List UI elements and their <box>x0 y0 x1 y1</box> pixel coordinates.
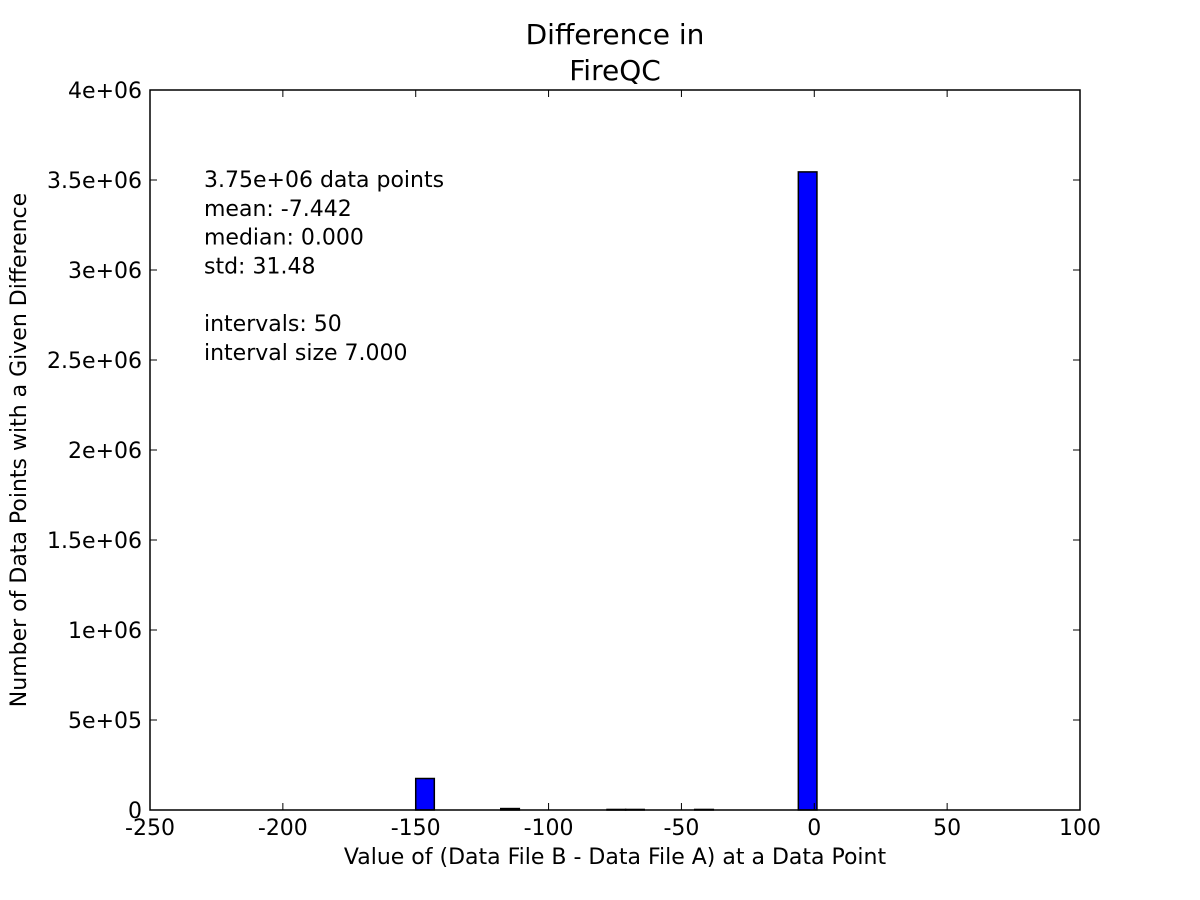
x-tick-label: -250 <box>125 816 175 841</box>
y-tick-label: 1e+06 <box>68 619 142 644</box>
y-tick-label: 2.5e+06 <box>47 349 142 374</box>
x-tick-label: 50 <box>933 816 961 841</box>
stats-line: interval size 7.000 <box>204 341 408 366</box>
x-tick-label: -150 <box>391 816 441 841</box>
stats-line: 3.75e+06 data points <box>204 168 444 193</box>
x-axis-label: Value of (Data File B - Data File A) at … <box>344 845 887 870</box>
x-tick-label: 0 <box>807 816 821 841</box>
chart-title-line: FireQC <box>569 54 661 87</box>
x-tick-label: 100 <box>1059 816 1101 841</box>
stats-line: std: 31.48 <box>204 254 315 279</box>
stats-line: mean: -7.442 <box>204 197 352 222</box>
x-tick-label: -100 <box>524 816 574 841</box>
y-tick-label: 5e+05 <box>68 709 142 734</box>
stats-line: intervals: 50 <box>204 312 342 337</box>
y-tick-label: 2e+06 <box>68 439 142 464</box>
chart-title-line: Difference in <box>526 18 705 51</box>
x-tick-label: -200 <box>258 816 308 841</box>
y-axis-label: Number of Data Points with a Given Diffe… <box>7 193 32 707</box>
x-tick-label: -50 <box>663 816 699 841</box>
y-tick-label: 1.5e+06 <box>47 529 142 554</box>
axis-tick-labels: -250 -200 -150 -100 -50 0 50 100 0 5e+05 1e+06 1.5e… <box>47 79 1101 841</box>
histogram-bar <box>414 777 436 811</box>
y-tick-label: 0 <box>128 799 142 824</box>
histogram-bar <box>797 171 818 811</box>
axis-ticks <box>149 89 1081 811</box>
stats-line: median: 0.000 <box>204 226 364 251</box>
y-tick-label: 3.5e+06 <box>47 169 142 194</box>
y-tick-label: 4e+06 <box>68 79 142 104</box>
y-tick-label: 3e+06 <box>68 259 142 284</box>
stats-annotation: 3.75e+06 data points mean: -7.442 median: … <box>204 168 444 366</box>
